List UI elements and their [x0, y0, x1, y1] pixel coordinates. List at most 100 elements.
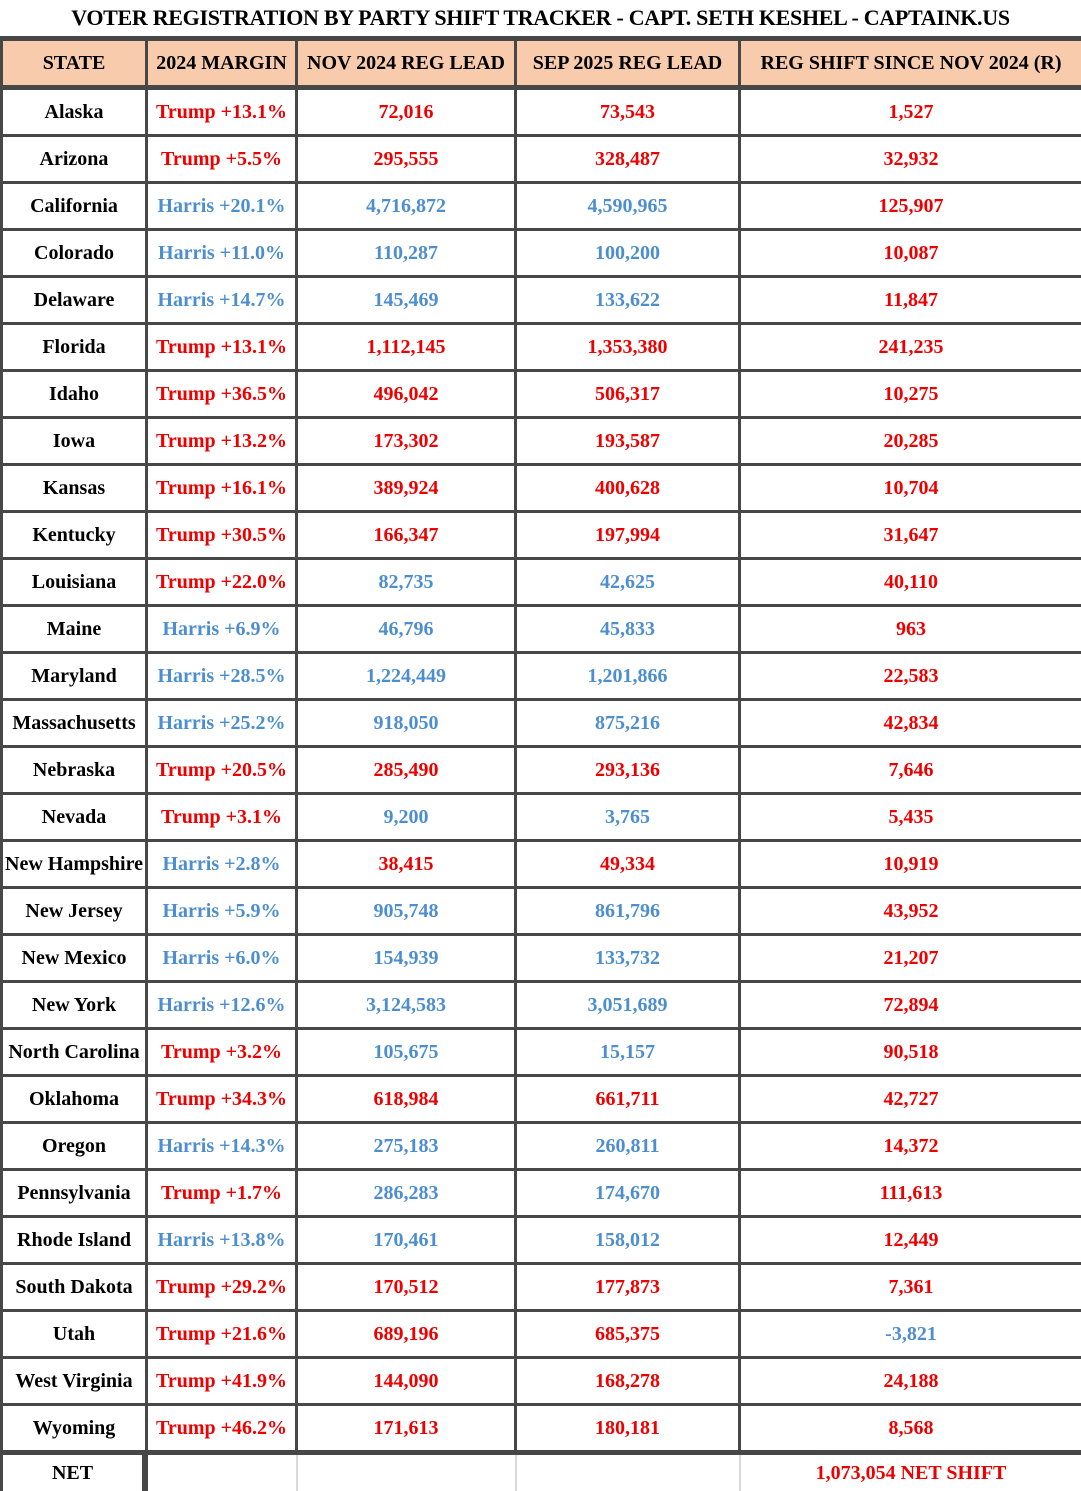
- cell-sep-2025-reg-lead: 685,375: [517, 1312, 741, 1356]
- cell-sep-2025-reg-lead: 1,201,866: [517, 654, 741, 698]
- cell-reg-shift: 90,518: [883, 1040, 939, 1063]
- cell-reg-shift: 12,449: [883, 1228, 939, 1251]
- cell-2024-margin: Harris +28.5%: [148, 654, 298, 698]
- cell-nov-2024-reg-lead: 166,347: [298, 513, 517, 557]
- cell-sep-2025-reg-lead: 260,811: [517, 1124, 741, 1168]
- cell-sep-2025-reg-lead: 861,796: [517, 889, 741, 933]
- cell-2024-margin: Trump +16.1%: [148, 466, 298, 510]
- cell-2024-margin: Harris +25.2%: [148, 701, 298, 745]
- cell-sep-2025-reg-lead: 174,670: [517, 1171, 741, 1215]
- cell-sep-2025-reg-lead: 328,487: [517, 137, 741, 181]
- cell-state: Oregon: [3, 1124, 148, 1168]
- cell-reg-shift: 20,285: [883, 429, 939, 452]
- cell-2024-margin: Trump +20.5%: [148, 748, 298, 792]
- cell-reg-shift: 24,188: [883, 1369, 939, 1392]
- table-row: West Virginia Trump +41.9% 144,090 168,2…: [3, 1359, 1081, 1406]
- cell-2024-margin: Trump +41.9%: [148, 1359, 298, 1403]
- table-row: Colorado Harris +11.0% 110,287 100,200 1…: [3, 231, 1081, 278]
- net-label: NET: [3, 1455, 148, 1491]
- cell-sep-2025-reg-lead: 4,590,965: [517, 184, 741, 228]
- cell-nov-2024-reg-lead: 4,716,872: [298, 184, 517, 228]
- column-header-nov-2024-lead: NOV 2024 REG LEAD: [298, 41, 517, 85]
- cell-2024-margin: Trump +22.0%: [148, 560, 298, 604]
- column-header-state: STATE: [3, 41, 148, 85]
- cell-state: Oklahoma: [3, 1077, 148, 1121]
- cell-state: Delaware: [3, 278, 148, 322]
- cell-sep-2025-reg-lead: 133,622: [517, 278, 741, 322]
- cell-state: Nebraska: [3, 748, 148, 792]
- cell-2024-margin: Harris +6.9%: [148, 607, 298, 651]
- table-row: Maryland Harris +28.5% 1,224,449 1,201,8…: [3, 654, 1081, 701]
- cell-reg-shift: 241,235: [878, 335, 944, 358]
- table-row: Arizona Trump +5.5% 295,555 328,487 32,9…: [3, 137, 1081, 184]
- net-empty-margin: [148, 1455, 298, 1491]
- table-header-row: STATE 2024 MARGIN NOV 2024 REG LEAD SEP …: [3, 36, 1081, 90]
- cell-reg-shift: 31,647: [883, 523, 939, 546]
- cell-sep-2025-reg-lead: 293,136: [517, 748, 741, 792]
- table-row: Kansas Trump +16.1% 389,924 400,628 10,7…: [3, 466, 1081, 513]
- cell-state: Louisiana: [3, 560, 148, 604]
- cell-reg-shift: 7,646: [888, 758, 934, 781]
- cell-nov-2024-reg-lead: 170,512: [298, 1265, 517, 1309]
- cell-nov-2024-reg-lead: 173,302: [298, 419, 517, 463]
- cell-reg-shift: 43,952: [883, 899, 939, 922]
- cell-state: New Hampshire: [3, 842, 148, 886]
- cell-nov-2024-reg-lead: 275,183: [298, 1124, 517, 1168]
- cell-state: Maryland: [3, 654, 148, 698]
- cell-nov-2024-reg-lead: 389,924: [298, 466, 517, 510]
- column-header-sep-2025-lead: SEP 2025 REG LEAD: [517, 41, 741, 85]
- cell-sep-2025-reg-lead: 49,334: [517, 842, 741, 886]
- cell-2024-margin: Trump +21.6%: [148, 1312, 298, 1356]
- cell-sep-2025-reg-lead: 15,157: [517, 1030, 741, 1074]
- cell-sep-2025-reg-lead: 133,732: [517, 936, 741, 980]
- cell-state: New York: [3, 983, 148, 1027]
- column-header-2024-margin: 2024 MARGIN: [148, 41, 298, 85]
- cell-nov-2024-reg-lead: 3,124,583: [298, 983, 517, 1027]
- cell-sep-2025-reg-lead: 875,216: [517, 701, 741, 745]
- cell-sep-2025-reg-lead: 400,628: [517, 466, 741, 510]
- cell-state: Iowa: [3, 419, 148, 463]
- cell-state: Florida: [3, 325, 148, 369]
- net-shift-value: 1,073,054 NET SHIFT: [815, 1461, 1007, 1484]
- cell-2024-margin: Trump +5.5%: [148, 137, 298, 181]
- cell-2024-margin: Trump +1.7%: [148, 1171, 298, 1215]
- cell-nov-2024-reg-lead: 105,675: [298, 1030, 517, 1074]
- cell-state: South Dakota: [3, 1265, 148, 1309]
- cell-reg-shift: 7,361: [888, 1275, 934, 1298]
- table-row: Alaska Trump +13.1% 72,016 73,543 1,527: [3, 90, 1081, 137]
- cell-state: New Jersey: [3, 889, 148, 933]
- cell-reg-shift: 21,207: [883, 946, 939, 969]
- cell-sep-2025-reg-lead: 45,833: [517, 607, 741, 651]
- cell-nov-2024-reg-lead: 110,287: [298, 231, 517, 275]
- net-row: NET 1,073,054 NET SHIFT: [3, 1453, 1081, 1491]
- cell-sep-2025-reg-lead: 168,278: [517, 1359, 741, 1403]
- table-body: Alaska Trump +13.1% 72,016 73,543 1,527 …: [3, 90, 1081, 1453]
- table-row: New Mexico Harris +6.0% 154,939 133,732 …: [3, 936, 1081, 983]
- cell-2024-margin: Trump +29.2%: [148, 1265, 298, 1309]
- table-row: Nebraska Trump +20.5% 285,490 293,136 7,…: [3, 748, 1081, 795]
- cell-state: California: [3, 184, 148, 228]
- cell-nov-2024-reg-lead: 496,042: [298, 372, 517, 416]
- page-title: VOTER REGISTRATION BY PARTY SHIFT TRACKE…: [71, 5, 1010, 30]
- table-row: Oklahoma Trump +34.3% 618,984 661,711 42…: [3, 1077, 1081, 1124]
- cell-sep-2025-reg-lead: 158,012: [517, 1218, 741, 1262]
- cell-2024-margin: Trump +3.2%: [148, 1030, 298, 1074]
- cell-sep-2025-reg-lead: 100,200: [517, 231, 741, 275]
- cell-2024-margin: Harris +14.7%: [148, 278, 298, 322]
- cell-2024-margin: Trump +3.1%: [148, 795, 298, 839]
- table-row: South Dakota Trump +29.2% 170,512 177,87…: [3, 1265, 1081, 1312]
- cell-reg-shift: 10,919: [883, 852, 939, 875]
- cell-reg-shift: 111,613: [879, 1181, 943, 1204]
- cell-nov-2024-reg-lead: 144,090: [298, 1359, 517, 1403]
- cell-2024-margin: Trump +30.5%: [148, 513, 298, 557]
- cell-2024-margin: Harris +5.9%: [148, 889, 298, 933]
- cell-nov-2024-reg-lead: 9,200: [298, 795, 517, 839]
- cell-nov-2024-reg-lead: 171,613: [298, 1406, 517, 1450]
- cell-state: Rhode Island: [3, 1218, 148, 1262]
- table-row: Delaware Harris +14.7% 145,469 133,622 1…: [3, 278, 1081, 325]
- table-row: Maine Harris +6.9% 46,796 45,833 963: [3, 607, 1081, 654]
- table-row: New Hampshire Harris +2.8% 38,415 49,334…: [3, 842, 1081, 889]
- cell-reg-shift: 125,907: [878, 194, 944, 217]
- cell-nov-2024-reg-lead: 1,112,145: [298, 325, 517, 369]
- cell-reg-shift: 42,727: [883, 1087, 939, 1110]
